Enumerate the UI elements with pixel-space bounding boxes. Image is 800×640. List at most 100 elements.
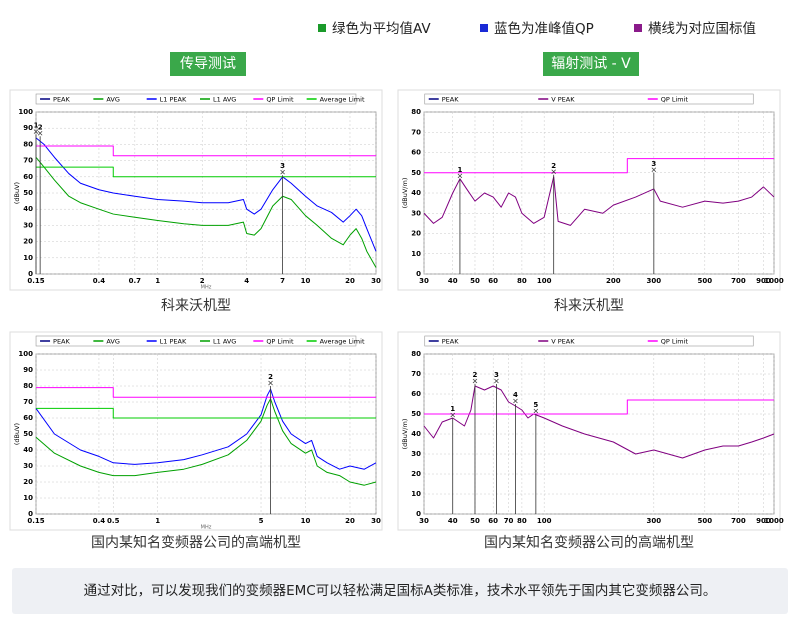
series-line <box>35 388 377 470</box>
x-tick-label: 0.4 <box>93 277 106 285</box>
y-tick-label: 30 <box>411 450 421 458</box>
series-line <box>35 157 377 268</box>
marker-x <box>37 131 43 136</box>
x-axis-label: MHz <box>201 525 212 531</box>
x-tick-label: 500 <box>698 517 713 525</box>
y-tick-label: 20 <box>23 238 33 246</box>
chart-caption: 科来沃机型 <box>554 298 624 314</box>
legend-label: QP Limit <box>266 338 294 346</box>
series-line <box>424 158 774 174</box>
x-tick-label: 50 <box>470 277 480 285</box>
legend-label: L1 PEAK <box>160 96 187 104</box>
x-tick-label: 5 <box>259 517 264 525</box>
marker-label: 1 <box>34 122 39 130</box>
chart-caption: 科来沃机型 <box>161 298 231 314</box>
y-tick-label: 80 <box>23 140 33 148</box>
plot-area <box>423 111 775 275</box>
y-tick-label: 10 <box>411 250 421 258</box>
legend-label: QP Limit <box>661 338 689 346</box>
legend-label: QP Limit <box>661 96 689 104</box>
marker-label: 2 <box>473 371 478 379</box>
y-tick-label: 100 <box>18 108 33 116</box>
note-text: 蓝色为准峰值QP <box>494 20 594 37</box>
y-tick-label: 0 <box>28 510 33 518</box>
footer-text: 通过对比，可以发现我们的变频器EMC可以轻松满足国标A类标准，技术水平领先于国内… <box>84 582 717 599</box>
marker-label: 4 <box>513 391 518 399</box>
x-tick-label: 0.7 <box>129 277 142 285</box>
x-tick-label: 700 <box>731 517 746 525</box>
series-line <box>36 166 376 178</box>
legend-label: V PEAK <box>551 96 575 104</box>
y-tick-label: 80 <box>411 108 421 116</box>
x-tick-label: 1000 <box>764 517 784 525</box>
legend-label: PEAK <box>53 96 70 104</box>
x-tick-label: 30 <box>371 277 381 285</box>
x-tick-label: 10 <box>301 277 311 285</box>
y-tick-label: 50 <box>411 410 421 418</box>
legend-label: PEAK <box>442 338 459 346</box>
x-tick-label: 40 <box>448 517 458 525</box>
section-badge <box>543 52 639 76</box>
y-tick-label: 40 <box>411 430 421 438</box>
marker-x <box>551 169 556 175</box>
marker-x <box>280 169 285 175</box>
y-tick-label: 50 <box>23 189 33 197</box>
y-tick-label: 30 <box>411 209 421 217</box>
marker-label: 1 <box>457 166 462 174</box>
series-line <box>36 145 376 157</box>
legend-label: AVG <box>106 338 120 346</box>
marker-label: 2 <box>551 162 556 170</box>
x-tick-label: 2 <box>200 277 205 285</box>
x-tick-label: 4 <box>244 277 249 285</box>
x-tick-label: 1 <box>155 277 160 285</box>
legend-label: Average Limit <box>320 96 365 104</box>
y-tick-label: 60 <box>23 414 33 422</box>
y-tick-label: 20 <box>23 478 33 486</box>
x-tick-label: 300 <box>647 517 662 525</box>
plot-area <box>423 353 775 515</box>
marker-label: 5 <box>533 401 538 409</box>
x-tick-label: 1000 <box>764 277 784 285</box>
chart-caption: 国内某知名变频器公司的高端机型 <box>484 534 694 551</box>
x-tick-label: 200 <box>606 277 621 285</box>
y-tick-label: 70 <box>23 157 33 165</box>
x-tick-label: 700 <box>731 277 746 285</box>
section-title: 传导测试 <box>180 56 236 72</box>
y-tick-label: 70 <box>411 370 421 378</box>
y-tick-label: 10 <box>23 494 33 502</box>
x-tick-label: 900 <box>756 277 771 285</box>
x-tick-label: 80 <box>517 277 527 285</box>
y-tick-label: 80 <box>23 382 33 390</box>
marker-x <box>472 378 478 384</box>
y-tick-label: 30 <box>23 221 33 229</box>
legend-label: QP Limit <box>266 96 294 104</box>
note-swatch <box>634 24 642 32</box>
marker-label: 1 <box>450 405 455 413</box>
marker-x <box>513 398 518 404</box>
legend <box>35 335 357 347</box>
y-tick-label: 40 <box>411 189 421 197</box>
y-tick-label: 40 <box>23 205 33 213</box>
marker-x <box>651 167 657 172</box>
legend-label: L1 PEAK <box>160 338 187 346</box>
x-tick-label: 70 <box>504 517 514 525</box>
y-tick-label: 20 <box>411 230 421 238</box>
marker-label: 2 <box>268 373 273 381</box>
y-tick-label: 90 <box>23 124 33 132</box>
y-tick-label: 20 <box>411 470 421 478</box>
x-tick-label: 500 <box>698 277 713 285</box>
x-tick-label: 1 <box>155 517 160 525</box>
x-tick-label: 60 <box>488 277 498 285</box>
x-tick-label: 300 <box>647 277 662 285</box>
x-tick-label: 30 <box>419 277 429 285</box>
series-line <box>424 399 774 415</box>
y-tick-label: 10 <box>411 490 421 498</box>
x-tick-label: 0.15 <box>27 277 44 285</box>
note-text: 横线为对应国标值 <box>648 20 756 37</box>
legend-label: L1 AVG <box>213 96 236 104</box>
legend <box>35 93 357 105</box>
y-tick-label: 60 <box>23 173 33 181</box>
y-tick-label: 90 <box>23 366 33 374</box>
x-tick-label: 0.15 <box>27 517 44 525</box>
marker-x <box>494 378 499 384</box>
